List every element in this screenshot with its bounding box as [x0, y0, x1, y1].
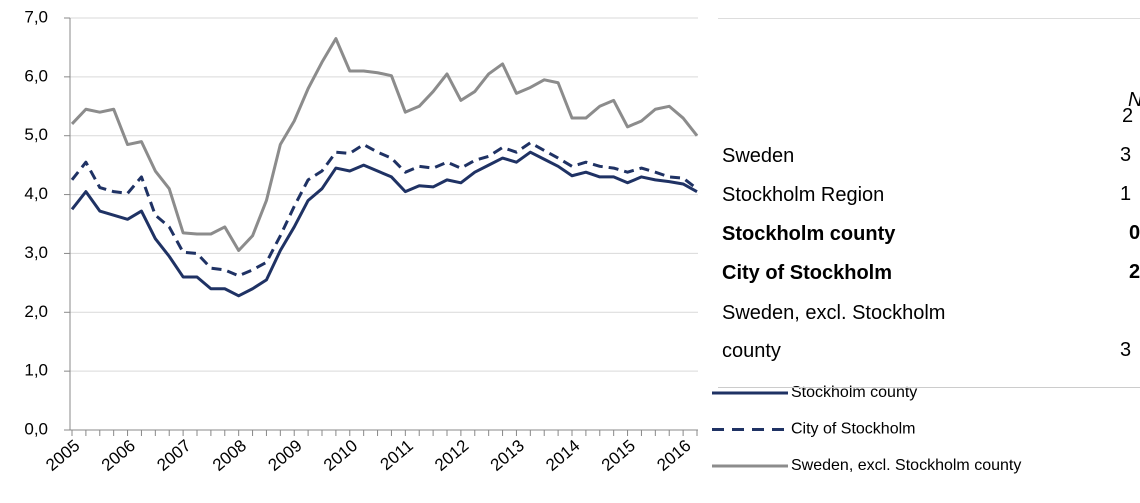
row-value: 3: [1120, 339, 1132, 361]
legend-label: Stockholm county: [791, 384, 917, 401]
y-tick-label: 4,0: [24, 184, 48, 203]
y-tick-label: 3,0: [24, 243, 48, 262]
y-tick-label: 6,0: [24, 66, 48, 85]
x-tick-label: 2006: [98, 436, 139, 475]
legend-label: Sweden, excl. Stockholm county: [791, 457, 1021, 474]
x-tick-label: 2012: [431, 436, 472, 475]
row-value: 2: [1129, 261, 1140, 283]
x-tick-label: 2016: [653, 436, 694, 475]
x-tick-label: 2013: [487, 436, 528, 475]
x-tick-label: 2015: [598, 436, 639, 475]
line-series: [70, 37, 699, 252]
row-label: Sweden, excl. Stockholm county: [722, 302, 946, 362]
x-tick-label: 2009: [264, 436, 305, 475]
x-tick-label: 2007: [153, 436, 194, 475]
table-header: 2: [1122, 105, 1134, 127]
row-label: Stockholm county: [722, 223, 896, 245]
x-tick-label: 2008: [209, 436, 250, 475]
y-tick-label: 0,0: [24, 419, 48, 438]
row-value: 0: [1129, 222, 1140, 244]
row-value: 3: [1120, 144, 1132, 166]
y-tick-label: 5,0: [24, 125, 48, 144]
line-series: [70, 150, 698, 298]
x-tick-label: 2011: [377, 436, 417, 474]
legend-label: City of Stockholm: [791, 421, 915, 438]
line-series: [70, 141, 698, 278]
row-value: 1: [1120, 183, 1132, 205]
row-label: Sweden: [722, 145, 795, 167]
y-tick-label: 7,0: [24, 7, 48, 26]
y-tick-label: 1,0: [24, 361, 48, 380]
table-header: N: [1128, 89, 1140, 112]
y-tick-label: 2,0: [24, 302, 48, 321]
x-tick-label: 2005: [42, 436, 83, 475]
row-label: Stockholm Region: [722, 184, 885, 206]
x-tick-label: 2010: [320, 436, 361, 475]
row-label: City of Stockholm: [722, 262, 893, 284]
x-tick-label: 2014: [542, 436, 583, 475]
